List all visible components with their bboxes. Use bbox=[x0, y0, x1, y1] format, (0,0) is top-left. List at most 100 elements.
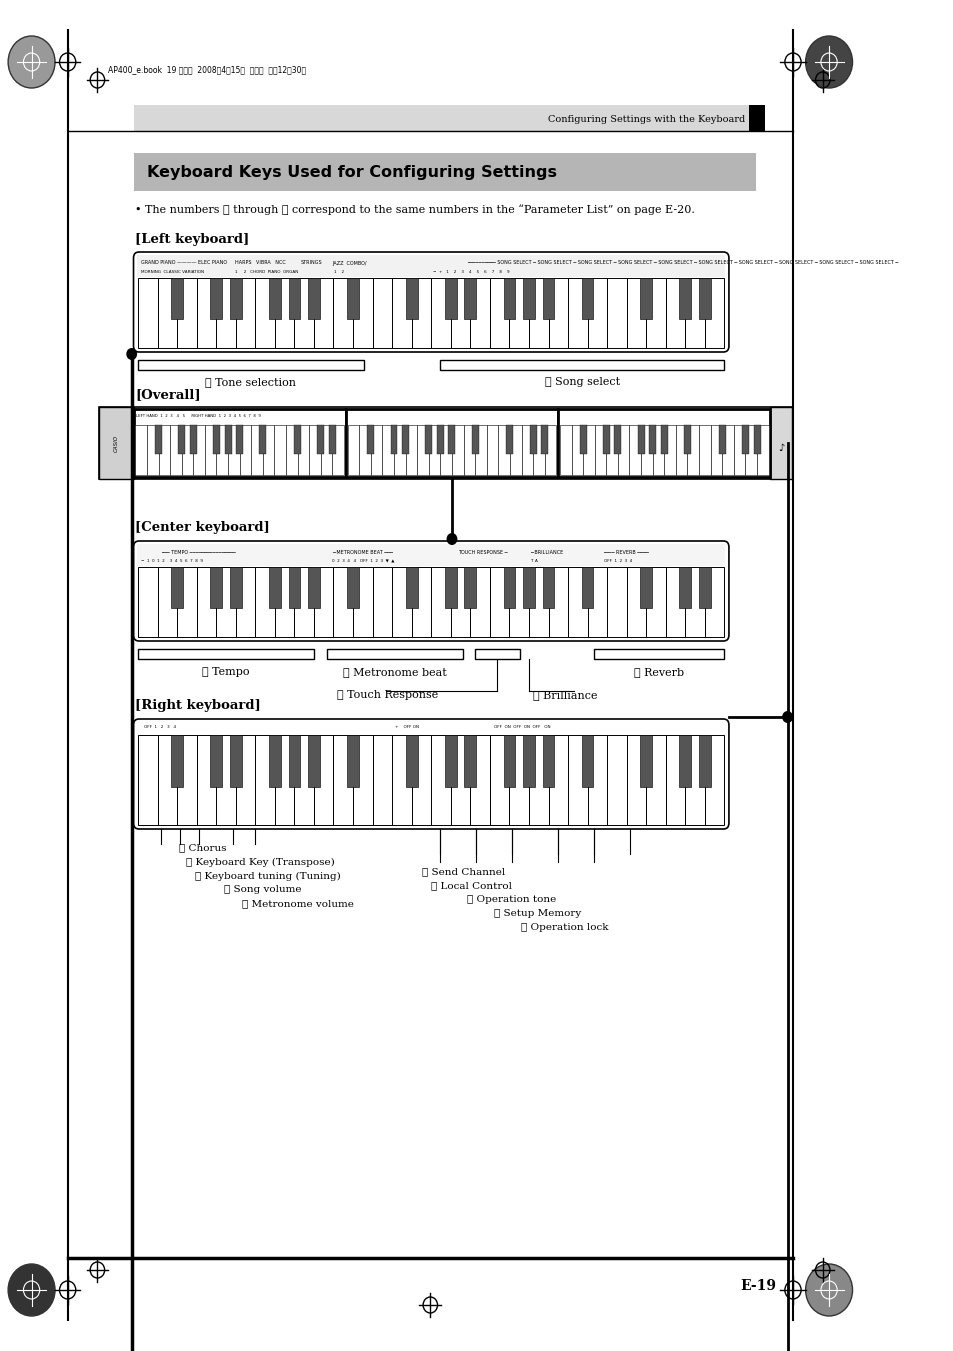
Bar bbox=[345, 409, 558, 477]
Bar bbox=[436, 426, 443, 454]
Bar bbox=[452, 426, 463, 476]
Bar bbox=[489, 278, 509, 349]
Bar bbox=[135, 426, 147, 476]
Bar bbox=[235, 735, 255, 825]
Bar bbox=[606, 567, 626, 638]
Bar bbox=[196, 278, 216, 349]
Bar bbox=[567, 278, 587, 349]
Bar bbox=[503, 567, 515, 608]
Bar bbox=[216, 735, 235, 825]
Bar bbox=[757, 426, 768, 476]
Bar bbox=[274, 426, 286, 476]
Bar bbox=[704, 278, 723, 349]
Bar bbox=[721, 426, 733, 476]
Text: [Right keyboard]: [Right keyboard] bbox=[135, 698, 261, 712]
Bar bbox=[216, 567, 235, 638]
Text: ④ Chorus: ④ Chorus bbox=[178, 843, 226, 852]
Bar bbox=[699, 567, 710, 608]
Bar bbox=[629, 426, 640, 476]
Bar bbox=[639, 278, 652, 319]
Bar bbox=[558, 409, 770, 477]
Bar bbox=[497, 426, 510, 476]
Bar bbox=[699, 426, 710, 476]
Bar bbox=[137, 544, 724, 566]
Text: 1     2   CHORD  PIANO  ORGAN: 1 2 CHORD PIANO ORGAN bbox=[234, 270, 297, 274]
Bar bbox=[475, 426, 486, 476]
Bar bbox=[675, 426, 687, 476]
Text: ⑴ Operation tone: ⑴ Operation tone bbox=[467, 896, 556, 905]
Bar bbox=[269, 735, 280, 788]
Bar bbox=[133, 409, 345, 477]
Text: HARPS   VIBRA   NCC: HARPS VIBRA NCC bbox=[234, 261, 285, 266]
Bar bbox=[327, 648, 462, 659]
FancyBboxPatch shape bbox=[133, 253, 728, 353]
Bar bbox=[172, 567, 183, 608]
Bar bbox=[394, 426, 405, 476]
Bar bbox=[581, 567, 593, 608]
Bar bbox=[216, 278, 235, 349]
Bar bbox=[639, 567, 652, 608]
Text: LEFT HAND  1  2  3   4   5     RIGHT HAND  1  2  3  4  5  6  7  8  9: LEFT HAND 1 2 3 4 5 RIGHT HAND 1 2 3 4 5… bbox=[136, 413, 261, 417]
Bar bbox=[710, 426, 721, 476]
Bar bbox=[489, 567, 509, 638]
Bar bbox=[210, 278, 222, 319]
Bar bbox=[684, 278, 704, 349]
Bar bbox=[334, 278, 353, 349]
Bar bbox=[528, 278, 548, 349]
Circle shape bbox=[9, 1265, 55, 1316]
Bar bbox=[431, 278, 451, 349]
Bar bbox=[314, 735, 334, 825]
Text: ⑵ Setup Memory: ⑵ Setup Memory bbox=[494, 909, 581, 919]
Text: ⑥ Tempo: ⑥ Tempo bbox=[202, 667, 250, 677]
Text: [Left keyboard]: [Left keyboard] bbox=[135, 234, 250, 246]
Text: STRINGS: STRINGS bbox=[300, 261, 322, 266]
Bar bbox=[157, 735, 177, 825]
Bar bbox=[181, 426, 193, 476]
Bar bbox=[614, 426, 620, 454]
Bar bbox=[314, 567, 334, 638]
Bar bbox=[347, 735, 358, 788]
Bar bbox=[210, 735, 222, 788]
Bar bbox=[133, 153, 755, 190]
Bar bbox=[522, 735, 535, 788]
Bar bbox=[579, 426, 586, 454]
Bar bbox=[297, 426, 309, 476]
Bar bbox=[594, 426, 606, 476]
Bar bbox=[582, 426, 594, 476]
Bar bbox=[444, 278, 456, 319]
Bar bbox=[294, 735, 314, 825]
Bar bbox=[645, 735, 665, 825]
Bar bbox=[157, 567, 177, 638]
Bar bbox=[665, 278, 684, 349]
Bar bbox=[451, 278, 470, 349]
Text: ⑯ Touch Response: ⑯ Touch Response bbox=[336, 690, 437, 700]
Bar bbox=[294, 426, 301, 454]
Circle shape bbox=[781, 711, 792, 723]
Bar bbox=[196, 735, 216, 825]
Bar bbox=[210, 567, 222, 608]
Bar bbox=[347, 567, 358, 608]
Bar bbox=[269, 567, 280, 608]
Bar bbox=[332, 426, 344, 476]
Bar bbox=[405, 426, 416, 476]
Bar bbox=[626, 567, 645, 638]
Bar bbox=[405, 278, 417, 319]
Bar bbox=[178, 426, 185, 454]
Bar bbox=[444, 735, 456, 788]
Bar bbox=[251, 426, 263, 476]
Bar bbox=[255, 278, 274, 349]
Bar bbox=[529, 426, 536, 454]
Bar bbox=[416, 426, 428, 476]
Bar bbox=[567, 567, 587, 638]
Bar bbox=[544, 426, 556, 476]
Bar bbox=[464, 567, 476, 608]
Bar bbox=[230, 735, 241, 788]
Bar bbox=[373, 278, 392, 349]
Bar bbox=[216, 426, 228, 476]
Bar bbox=[593, 648, 723, 659]
Bar bbox=[663, 426, 675, 476]
Bar bbox=[542, 567, 554, 608]
Bar bbox=[470, 735, 489, 825]
Text: E-19: E-19 bbox=[740, 1279, 775, 1293]
Bar bbox=[405, 567, 417, 608]
